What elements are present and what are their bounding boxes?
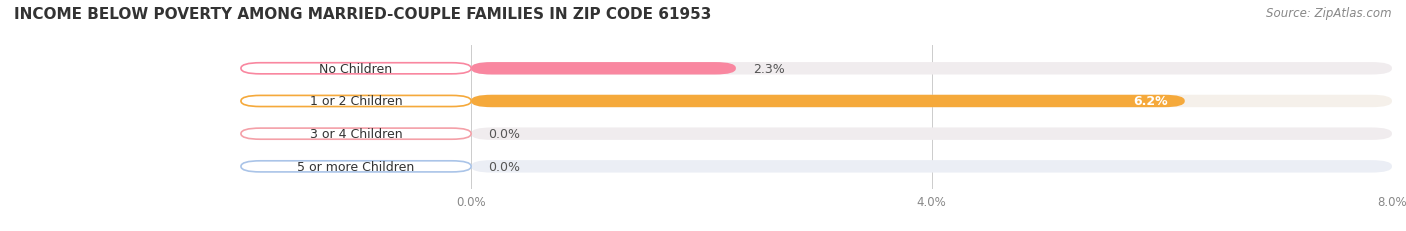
FancyBboxPatch shape xyxy=(471,63,1392,75)
FancyBboxPatch shape xyxy=(471,128,1392,140)
FancyBboxPatch shape xyxy=(240,96,471,107)
Text: 2.3%: 2.3% xyxy=(754,63,785,76)
FancyBboxPatch shape xyxy=(471,63,735,75)
FancyBboxPatch shape xyxy=(240,128,471,140)
Text: 0.0%: 0.0% xyxy=(488,160,520,173)
Text: No Children: No Children xyxy=(319,63,392,76)
Text: 0.0%: 0.0% xyxy=(488,128,520,140)
FancyBboxPatch shape xyxy=(471,95,1392,108)
Text: INCOME BELOW POVERTY AMONG MARRIED-COUPLE FAMILIES IN ZIP CODE 61953: INCOME BELOW POVERTY AMONG MARRIED-COUPL… xyxy=(14,7,711,22)
FancyBboxPatch shape xyxy=(240,161,471,172)
Text: 3 or 4 Children: 3 or 4 Children xyxy=(309,128,402,140)
FancyBboxPatch shape xyxy=(471,161,1392,173)
Text: 6.2%: 6.2% xyxy=(1133,95,1167,108)
Text: Source: ZipAtlas.com: Source: ZipAtlas.com xyxy=(1267,7,1392,20)
FancyBboxPatch shape xyxy=(240,64,471,75)
FancyBboxPatch shape xyxy=(471,95,1185,108)
Text: 5 or more Children: 5 or more Children xyxy=(298,160,415,173)
Text: 1 or 2 Children: 1 or 2 Children xyxy=(309,95,402,108)
